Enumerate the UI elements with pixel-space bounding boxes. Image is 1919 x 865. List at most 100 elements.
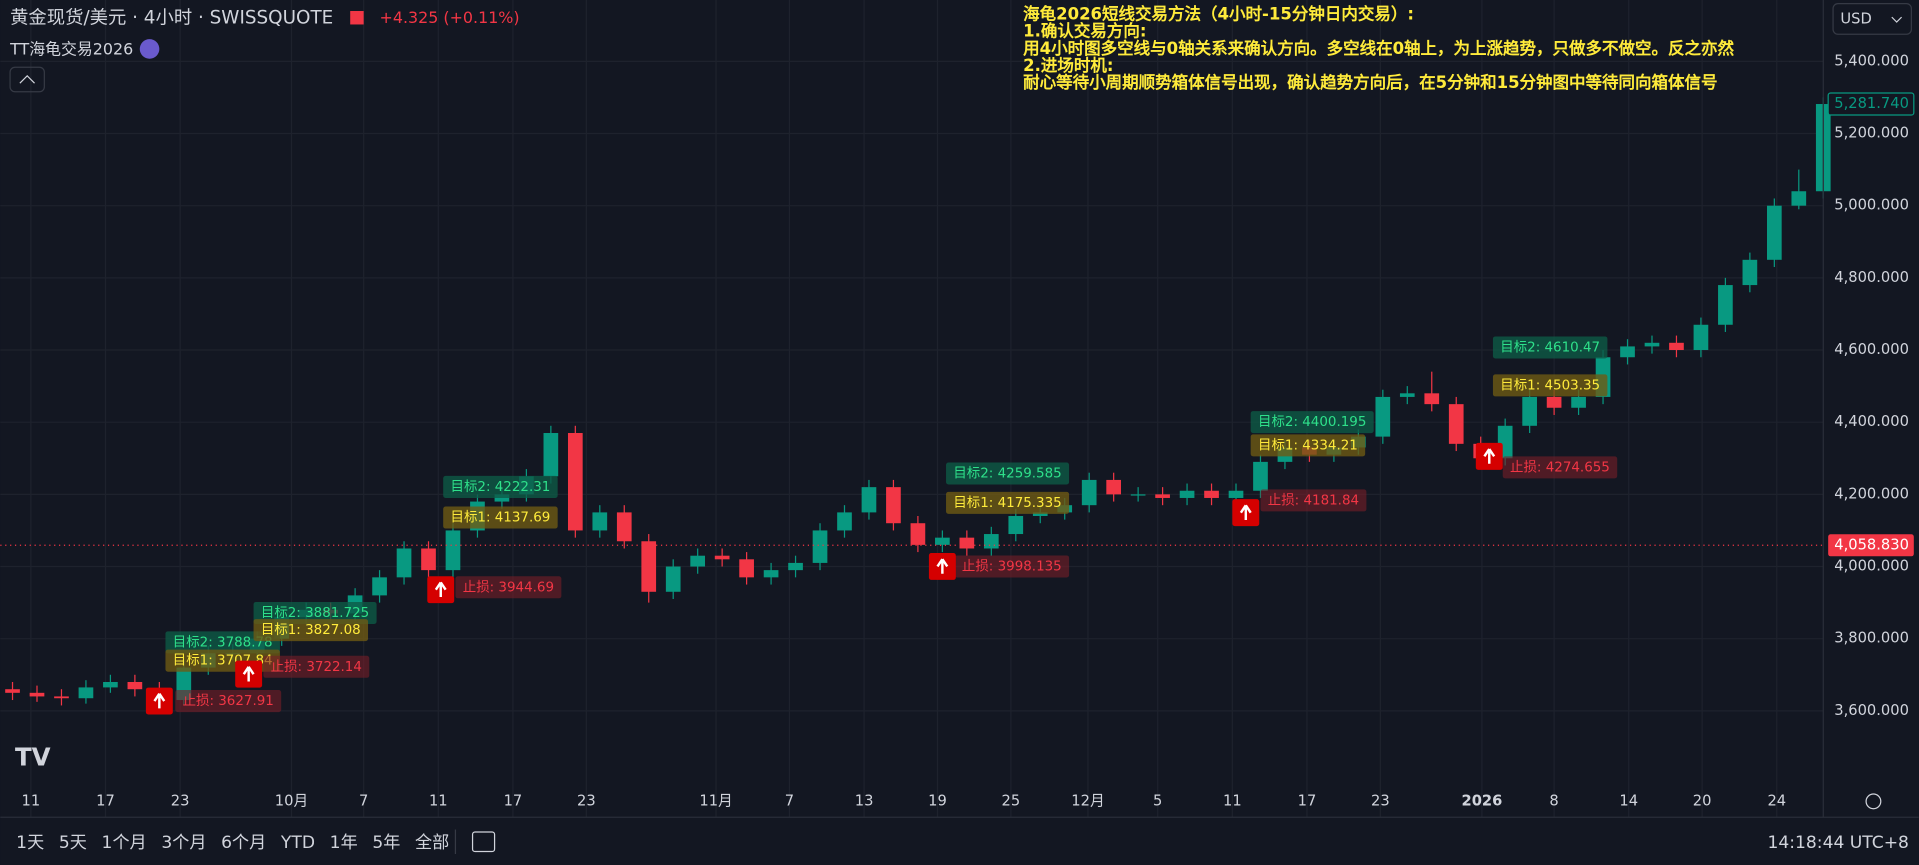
range-button[interactable]: 3个月 <box>161 833 206 853</box>
y-tick-label: 4,800.000 <box>1834 269 1909 286</box>
stop-label-bg <box>455 576 562 599</box>
target2-label: 目标2: 4400.195 <box>1258 414 1366 430</box>
target1-label-bg <box>1250 434 1366 457</box>
settings-icon[interactable] <box>1865 793 1882 810</box>
buy-arrow <box>1239 504 1252 520</box>
candle-body <box>567 433 583 531</box>
range-button[interactable]: 全部 <box>415 833 449 853</box>
candle-body <box>445 530 461 571</box>
candle-body <box>1791 191 1807 206</box>
stop-label-bg <box>1260 489 1367 512</box>
candle-body <box>1032 512 1048 517</box>
range-button[interactable]: 1个月 <box>102 833 147 853</box>
range-button[interactable]: 5天 <box>59 833 87 853</box>
target2-label: 目标2: 4610.47 <box>1500 339 1600 355</box>
candle-body <box>1742 259 1758 286</box>
x-tick-label: 19 <box>928 792 947 809</box>
candle-body <box>543 433 559 477</box>
x-tick-label: 12月 <box>1071 792 1104 809</box>
target2-label: 目标2: 4259.585 <box>953 465 1061 481</box>
candle-body <box>1155 494 1170 498</box>
stop-label-bg <box>954 555 1070 578</box>
stop-label-group: 止损: 4181.84 <box>1260 489 1367 512</box>
stop-label: 止损: 3722.14 <box>271 659 362 675</box>
strategy-note: 用4小时图多空线与0轴关系来确认方向。多空线在0轴上，为上涨趋势，只做多不做空。… <box>1023 38 1734 58</box>
candle-body <box>1620 346 1635 358</box>
candle-body <box>1766 205 1782 260</box>
symbol-title: 黄金现货/美元 · 4小时 · SWISSQUOTE <box>10 7 333 28</box>
x-tick-label: 8 <box>1549 792 1558 809</box>
target2-label-group: 目标2: 4222.31 <box>443 475 558 498</box>
target1-label-bg <box>946 491 1070 514</box>
target2-label-bg <box>253 601 377 624</box>
x-tick-label: 25 <box>1002 792 1021 809</box>
y-tick-label: 4,400.000 <box>1834 413 1909 430</box>
x-tick-label: 10月 <box>275 792 308 809</box>
stop-label-group: 止损: 3722.14 <box>263 655 370 678</box>
candle-body <box>714 555 730 560</box>
candle-body <box>788 562 803 571</box>
candle-body <box>1693 324 1709 351</box>
x-tick-label: 11 <box>429 792 448 809</box>
target1-label-group: 目标1: 4175.335 <box>946 491 1070 514</box>
candle-body <box>935 537 950 545</box>
buy-arrow <box>936 558 949 574</box>
candle-body <box>1669 342 1684 351</box>
candle-body <box>1106 479 1121 495</box>
buy-arrow <box>242 666 255 682</box>
candle-body <box>592 512 608 531</box>
indicator-name: TT海龟交易2026 <box>9 40 133 59</box>
candle-body <box>1375 396 1391 437</box>
range-button[interactable]: 6个月 <box>221 833 266 853</box>
target2-label: 目标2: 4222.31 <box>451 479 551 495</box>
candle-body <box>1522 396 1537 426</box>
candle-body <box>78 687 94 699</box>
x-tick-label: 7 <box>785 792 794 809</box>
candle-body <box>1644 342 1660 347</box>
y-tick-label: 4,600.000 <box>1834 341 1909 358</box>
collapse-button[interactable] <box>9 66 45 93</box>
target1-label: 目标1: 4137.69 <box>451 510 551 526</box>
x-tick-label: 24 <box>1767 792 1786 809</box>
clock: 14:18:44 UTC+8 <box>1767 833 1908 853</box>
candle-body <box>1448 404 1464 444</box>
candle-body <box>29 692 45 697</box>
range-button[interactable]: 1天 <box>16 833 44 853</box>
collapse-icon <box>19 74 35 84</box>
candle-body <box>739 559 754 578</box>
buy-arrow <box>1483 448 1496 464</box>
stop-label-group: 止损: 3627.91 <box>175 690 282 713</box>
stop-label-bg <box>263 655 370 678</box>
candle-body <box>1130 494 1146 496</box>
range-button[interactable]: 5年 <box>372 833 400 853</box>
range-button[interactable]: 1年 <box>330 833 358 853</box>
candle-body <box>837 512 852 531</box>
target1-label-group: 目标1: 4503.35 <box>1492 374 1608 397</box>
x-tick-label: 23 <box>171 792 190 809</box>
x-tick-label: 23 <box>577 792 596 809</box>
target2-label: 目标2: 3788.78 <box>173 634 273 650</box>
candle-body <box>616 512 632 542</box>
candle-body <box>54 696 69 699</box>
candle-body <box>1204 490 1219 498</box>
candle-body <box>983 534 999 549</box>
candle-body <box>103 681 118 688</box>
candle-body <box>494 494 510 502</box>
candle-body <box>641 541 657 592</box>
candle-body <box>1546 396 1562 408</box>
x-tick-label: 14 <box>1619 792 1638 809</box>
target1-label-group: 目标1: 3827.08 <box>253 619 369 642</box>
flag-icon[interactable] <box>350 11 364 25</box>
y-tick-label: 5,400.000 <box>1834 52 1909 69</box>
range-button[interactable]: YTD <box>280 833 315 853</box>
target1-label: 目标1: 4503.35 <box>1500 377 1600 393</box>
price-change: +4.325 (+0.11%) <box>380 8 520 27</box>
date-range-icon[interactable] <box>471 831 496 853</box>
indicator-icon[interactable] <box>139 39 160 59</box>
last-price-label: 5,281.740 <box>1834 95 1909 112</box>
currency-button[interactable] <box>1832 3 1912 35</box>
target2-label-group: 目标2: 3881.725 <box>253 601 377 624</box>
candle-body <box>910 523 926 545</box>
